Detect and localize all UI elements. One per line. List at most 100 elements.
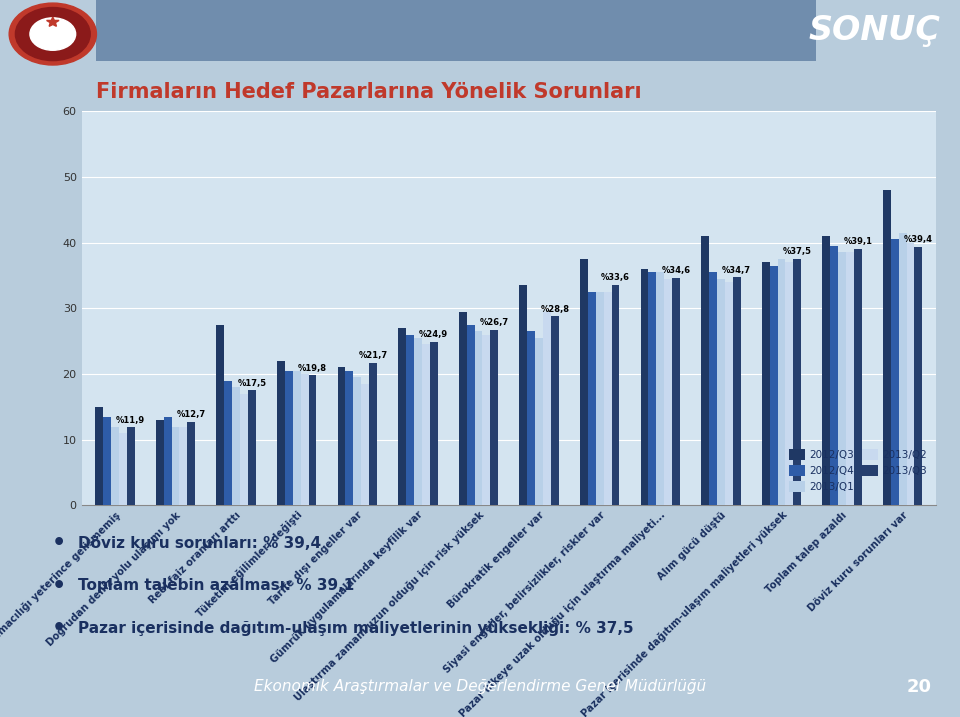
Bar xyxy=(838,252,846,505)
Bar xyxy=(467,325,474,505)
Bar xyxy=(883,190,891,505)
Bar xyxy=(906,242,915,505)
Text: %21,7: %21,7 xyxy=(358,351,388,360)
Bar xyxy=(899,233,906,505)
Legend: 2012/Q3, 2012/Q4, 2013/Q1, 2013/Q2, 2013/Q3: 2012/Q3, 2012/Q4, 2013/Q1, 2013/Q2, 2013… xyxy=(785,445,931,496)
Bar xyxy=(846,252,853,505)
Bar xyxy=(717,279,725,505)
Text: %26,7: %26,7 xyxy=(480,318,509,328)
Bar xyxy=(770,265,778,505)
Bar xyxy=(491,330,498,505)
Bar xyxy=(640,269,648,505)
Bar xyxy=(164,417,172,505)
Bar xyxy=(915,247,923,505)
Text: %11,9: %11,9 xyxy=(116,416,145,424)
Bar xyxy=(830,246,838,505)
Bar xyxy=(725,282,732,505)
Bar xyxy=(232,387,240,505)
Bar xyxy=(346,371,353,505)
Bar xyxy=(588,292,596,505)
Bar xyxy=(664,279,672,505)
Bar xyxy=(187,422,195,505)
Text: %39,1: %39,1 xyxy=(843,237,873,246)
Text: Toplam talebin azalması: % 39,1: Toplam talebin azalması: % 39,1 xyxy=(78,578,354,593)
Bar xyxy=(338,367,346,505)
Bar xyxy=(293,371,300,505)
Text: Pazar içerisinde dağıtım-ulaşım maliyetlerinin yüksekliği: % 37,5: Pazar içerisinde dağıtım-ulaşım maliyetl… xyxy=(78,621,634,636)
Polygon shape xyxy=(47,17,59,27)
Bar xyxy=(414,338,421,505)
Bar xyxy=(103,417,111,505)
Text: Firmaların Hedef Pazarlarına Yönelik Sorunları: Firmaların Hedef Pazarlarına Yönelik Sor… xyxy=(96,82,641,102)
Bar xyxy=(612,285,619,505)
Bar xyxy=(172,427,180,505)
Bar xyxy=(119,433,127,505)
Bar xyxy=(657,272,664,505)
Circle shape xyxy=(30,18,76,50)
Bar xyxy=(248,391,255,505)
Bar xyxy=(240,394,248,505)
Bar xyxy=(483,335,491,505)
Text: 20: 20 xyxy=(906,678,931,695)
Bar xyxy=(430,342,438,505)
Bar xyxy=(370,363,377,505)
Bar xyxy=(353,377,361,505)
Bar xyxy=(823,236,830,505)
Text: SONUÇ: SONUÇ xyxy=(809,14,941,47)
Bar xyxy=(180,427,187,505)
Text: %28,8: %28,8 xyxy=(540,305,569,313)
Bar xyxy=(216,325,225,505)
Bar xyxy=(127,427,134,505)
Bar xyxy=(778,259,785,505)
Bar xyxy=(543,312,551,505)
Text: %39,4: %39,4 xyxy=(904,235,933,244)
Text: %24,9: %24,9 xyxy=(420,331,448,339)
Bar xyxy=(732,277,740,505)
Bar xyxy=(361,384,370,505)
Bar xyxy=(111,427,119,505)
Bar xyxy=(95,407,103,505)
Bar xyxy=(300,374,308,505)
Bar xyxy=(785,262,793,505)
Bar xyxy=(398,328,406,505)
Bar xyxy=(308,376,317,505)
Bar xyxy=(891,239,899,505)
Bar xyxy=(277,361,285,505)
Circle shape xyxy=(15,7,90,61)
Bar xyxy=(604,292,612,505)
Bar xyxy=(709,272,717,505)
Bar xyxy=(580,259,588,505)
Bar xyxy=(672,278,680,505)
Bar xyxy=(762,262,770,505)
Bar xyxy=(596,292,604,505)
Bar xyxy=(551,316,559,505)
Bar xyxy=(535,338,543,505)
Bar xyxy=(285,371,293,505)
Text: %12,7: %12,7 xyxy=(177,410,205,419)
Text: %33,6: %33,6 xyxy=(601,273,630,282)
Text: %17,5: %17,5 xyxy=(237,379,267,388)
Bar xyxy=(793,259,802,505)
Circle shape xyxy=(10,3,96,65)
Bar xyxy=(421,344,430,505)
Text: %37,5: %37,5 xyxy=(782,247,812,257)
Bar xyxy=(225,381,232,505)
Bar xyxy=(648,272,657,505)
Bar xyxy=(474,331,483,505)
Bar xyxy=(459,312,467,505)
Bar xyxy=(853,249,862,505)
Text: •: • xyxy=(52,576,66,596)
Text: Döviz kuru sorunları: % 39,4: Döviz kuru sorunları: % 39,4 xyxy=(78,536,322,551)
Text: %34,7: %34,7 xyxy=(722,266,751,275)
Bar xyxy=(527,331,535,505)
Text: %19,8: %19,8 xyxy=(298,364,327,373)
Bar xyxy=(156,420,164,505)
Text: •: • xyxy=(52,533,66,553)
Bar xyxy=(519,285,527,505)
Text: Ekonomik Araştırmalar ve Değerlendirme Genel Müdürlüğü: Ekonomik Araştırmalar ve Değerlendirme G… xyxy=(254,679,706,694)
Text: •: • xyxy=(52,618,66,638)
Bar xyxy=(701,236,709,505)
Bar xyxy=(406,335,414,505)
Text: %34,6: %34,6 xyxy=(661,267,690,275)
Bar xyxy=(96,0,816,61)
